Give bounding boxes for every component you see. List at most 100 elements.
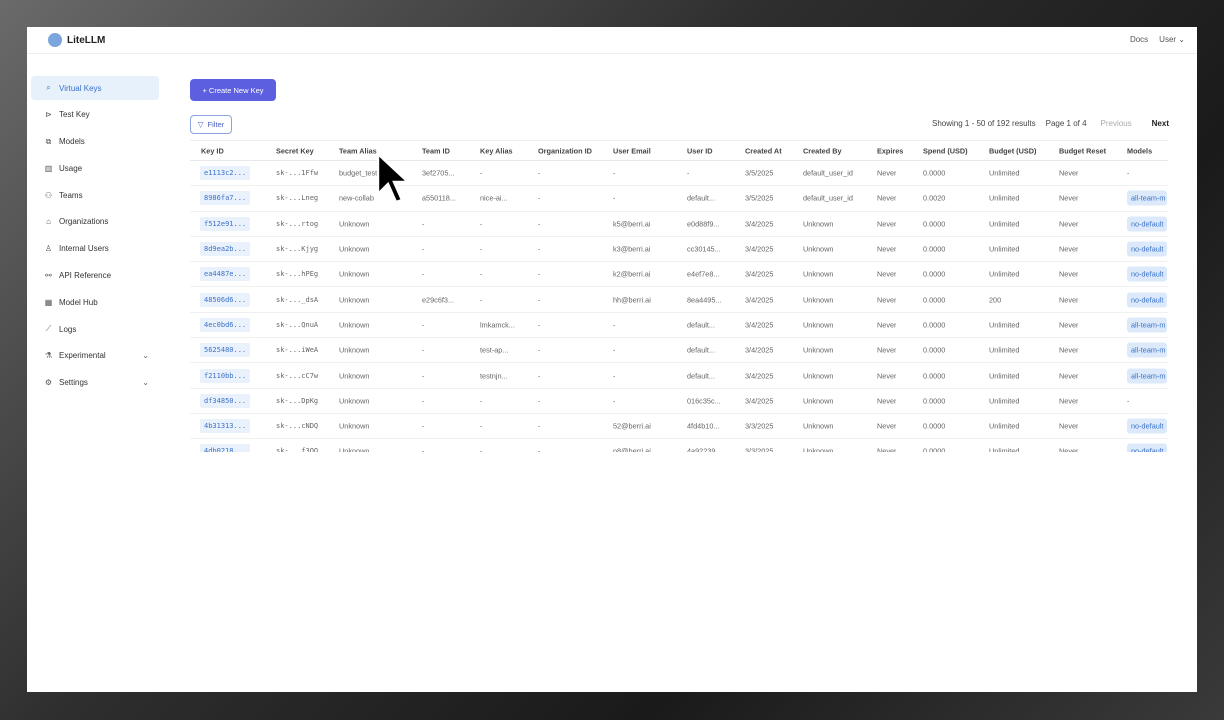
- cell: Never: [1059, 295, 1079, 305]
- table-row[interactable]: 4b31313... sk-...cNDQ Unknown - - - 52@berri.a…: [190, 414, 1168, 440]
- column-header[interactable]: User Email: [613, 146, 651, 155]
- cell: -: [613, 168, 616, 178]
- table-row[interactable]: df34850... sk-...DpKg Unknown - - - - 016c35c..…: [190, 389, 1168, 414]
- table-header: Key ID Secret Key Team Alias Team ID Key Ali…: [190, 141, 1168, 161]
- cell: 3/4/2025: [745, 219, 774, 229]
- model-tag: no-default: [1127, 241, 1167, 257]
- table-row[interactable]: 4ec0bd6... sk-...QnuA Unknown - lmkamck... - -…: [190, 313, 1168, 339]
- bar-chart-icon: ▥: [44, 163, 53, 173]
- key-id-link[interactable]: 4db0218...: [200, 444, 251, 452]
- cell: 3/3/2025: [745, 446, 774, 452]
- cell: 200: [989, 295, 1002, 305]
- user-menu[interactable]: User ⌄: [1159, 35, 1185, 44]
- column-header[interactable]: Organization ID: [538, 146, 592, 155]
- column-header[interactable]: Key ID: [201, 146, 224, 155]
- key-id-link[interactable]: f2110bb...: [200, 368, 251, 383]
- key-id-link[interactable]: 5625480...: [200, 343, 251, 358]
- cell: Unlimited: [989, 219, 1020, 229]
- sidebar-item-label: Settings: [59, 378, 88, 388]
- table-row[interactable]: 48506d6... sk-..._dsA Unknown e29c6f3... - - h…: [190, 288, 1168, 313]
- cell: Unknown: [803, 396, 834, 406]
- table-row[interactable]: 4db0218... sk-...f3OQ Unknown - - - n8@berri.a…: [190, 439, 1168, 452]
- key-id-link[interactable]: f512e91...: [200, 216, 251, 231]
- sidebar-item-models[interactable]: ⧉ Models: [31, 130, 159, 154]
- gear-icon: ⚙: [44, 378, 53, 388]
- cell: 0.0000: [923, 371, 946, 381]
- cell: Unknown: [803, 345, 834, 355]
- table-row[interactable]: 5625480... sk-...iWeA Unknown - test-ap... - -…: [190, 338, 1168, 364]
- secret-key: sk-...cC7w: [276, 371, 319, 380]
- key-id-link[interactable]: ea4487e...: [200, 267, 251, 282]
- sidebar-item-usage[interactable]: ▥ Usage: [31, 156, 159, 180]
- user-icon: ♙: [44, 244, 53, 254]
- table-row[interactable]: 8d9ea2b... sk-...Kjyg Unknown - - - k3@berri.a…: [190, 237, 1168, 263]
- table-row[interactable]: f512e91... sk-...rtog Unknown - - - k5@berri.a…: [190, 212, 1168, 237]
- secret-key: sk-..._dsA: [276, 295, 319, 304]
- sidebar-item-internal-users[interactable]: ♙ Internal Users: [31, 237, 159, 261]
- sidebar-item-virtual-keys[interactable]: ⌕ Virtual Keys: [31, 76, 159, 100]
- play-circle-icon: ⊳: [45, 110, 52, 120]
- table-row[interactable]: ea4487e... sk-...hPEg Unknown - - - k2@berri.a…: [190, 262, 1168, 288]
- model-tag: no-default: [1127, 266, 1167, 282]
- sidebar-item-api-reference[interactable]: ⚯ API Reference: [31, 264, 159, 288]
- keys-table: Key ID Secret Key Team Alias Team ID Key Ali…: [190, 140, 1168, 452]
- secret-key: sk-...Kjyg: [276, 245, 319, 254]
- cell: Unlimited: [989, 168, 1020, 178]
- key-id-link[interactable]: df34850...: [200, 393, 251, 408]
- cell: Never: [1059, 421, 1079, 431]
- key-id-link[interactable]: 8986fa7...: [200, 191, 251, 206]
- column-header[interactable]: Created By: [803, 146, 842, 155]
- sidebar-item-settings[interactable]: ⚙ Settings ⌄: [31, 371, 159, 395]
- create-new-key-button[interactable]: + Create New Key: [190, 79, 276, 101]
- key-id-link[interactable]: 8d9ea2b...: [200, 242, 251, 257]
- column-header[interactable]: Spend (USD): [923, 146, 968, 155]
- previous-button[interactable]: Previous: [1100, 119, 1132, 128]
- cell: test-ap...: [480, 345, 509, 355]
- column-header[interactable]: Expires: [877, 146, 904, 155]
- cell: Never: [1059, 244, 1079, 254]
- model-tag: all-team-m: [1127, 342, 1167, 358]
- sidebar-item-logs[interactable]: ⟋ Logs: [31, 317, 159, 341]
- key-id-link[interactable]: 48506d6...: [200, 292, 251, 307]
- cell: -: [538, 295, 541, 305]
- key-id-link[interactable]: e1113c2...: [200, 166, 251, 181]
- column-header[interactable]: Created At: [745, 146, 782, 155]
- next-button[interactable]: Next: [1151, 119, 1169, 128]
- table-row[interactable]: f2110bb... sk-...cC7w Unknown - testnjn... - -…: [190, 363, 1168, 389]
- key-id-link[interactable]: 4ec0bd6...: [200, 317, 251, 332]
- cell: Unlimited: [989, 371, 1020, 381]
- column-header[interactable]: Team ID: [422, 146, 450, 155]
- sidebar-item-teams[interactable]: ⚇ Teams: [31, 183, 159, 207]
- filter-button[interactable]: ▽ Filter: [190, 115, 232, 134]
- cell: Unknown: [339, 421, 370, 431]
- column-header[interactable]: Key Alias: [480, 146, 513, 155]
- cell: -: [422, 244, 425, 254]
- column-header[interactable]: Budget (USD): [989, 146, 1037, 155]
- cell: 3/4/2025: [745, 320, 774, 330]
- column-header[interactable]: Team Alias: [339, 146, 377, 155]
- cell: -: [613, 320, 616, 330]
- cell: 0.0000: [923, 396, 946, 406]
- column-header[interactable]: Models: [1127, 146, 1153, 155]
- column-header[interactable]: User ID: [687, 146, 713, 155]
- table-row[interactable]: 8986fa7... sk-...Lneg new-collab a550118...…: [190, 186, 1168, 212]
- cell: -: [1127, 396, 1130, 406]
- cell: Unknown: [803, 320, 834, 330]
- sidebar-item-organizations[interactable]: ⌂ Organizations: [31, 210, 159, 234]
- column-header[interactable]: Budget Reset: [1059, 146, 1107, 155]
- key-id-link[interactable]: 4b31313...: [200, 419, 251, 434]
- logo[interactable]: LiteLLM: [48, 33, 105, 47]
- cell: -: [480, 269, 483, 279]
- cell: -: [538, 269, 541, 279]
- app-name: LiteLLM: [67, 34, 106, 46]
- cell: -: [538, 345, 541, 355]
- column-header[interactable]: Secret Key: [276, 146, 314, 155]
- sidebar-item-model-hub[interactable]: ▦ Model Hub: [31, 290, 159, 314]
- table-row[interactable]: e1113c2... sk-...1Ffw budget_test_team 3ef2…: [190, 161, 1168, 187]
- cell: -: [613, 193, 616, 203]
- docs-link[interactable]: Docs: [1129, 35, 1149, 44]
- sidebar-item-test-key[interactable]: ⊳ Test Key: [31, 103, 159, 127]
- cell: Never: [877, 371, 897, 381]
- sidebar-item-experimental[interactable]: ⚗ Experimental ⌄: [31, 344, 159, 368]
- cell: Unlimited: [989, 421, 1020, 431]
